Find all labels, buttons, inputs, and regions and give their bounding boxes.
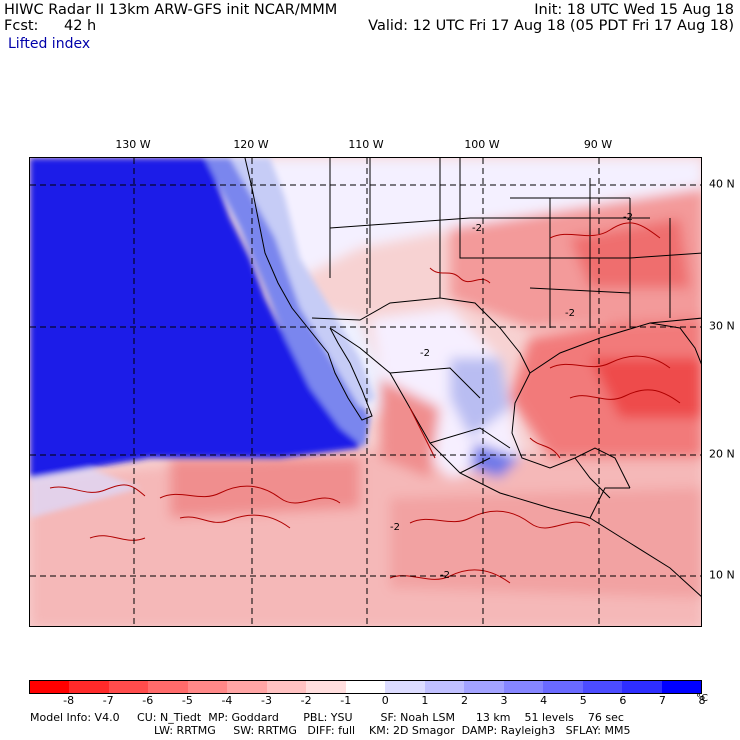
colorbar-label: 5 <box>579 694 587 707</box>
colorbar-label: 6 <box>619 694 627 707</box>
colorbar-swatch <box>503 681 544 693</box>
colorbar-label: 0 <box>381 694 389 707</box>
colorbar-swatch <box>661 681 701 693</box>
contour-label: -2 <box>390 522 400 533</box>
colorbar-label: 4 <box>540 694 548 707</box>
lat-label-40n: 40 N <box>709 177 735 191</box>
colorbar-swatch <box>464 681 504 693</box>
forecast-hour: 42 h <box>64 18 97 34</box>
colorbar <box>29 680 702 694</box>
lat-label-10n: 10 N <box>709 568 735 582</box>
colorbar-swatch <box>108 681 149 693</box>
colorbar-swatch <box>543 681 583 693</box>
colorbar-swatch <box>148 681 188 693</box>
model-info-line1: Model Info: V4.0 CU: N_Tiedt MP: Goddard… <box>30 711 624 724</box>
lon-label-100w: 100 W <box>464 138 500 151</box>
colorbar-label: 2 <box>460 694 468 707</box>
contour-label: -2 <box>472 223 482 234</box>
colorbar-label: -7 <box>102 694 114 707</box>
colorbar-label: -5 <box>181 694 193 707</box>
colorbar-label: -2 <box>300 694 312 707</box>
colorbar-swatch <box>622 681 662 693</box>
lon-label-130w: 130 W <box>115 138 151 151</box>
colorbar-label: 7 <box>658 694 666 707</box>
map-canvas: -2 -2 -2 -2 -2 -2 <box>30 158 701 626</box>
colorbar-swatch <box>69 681 109 693</box>
colorbar-swatch <box>306 681 346 693</box>
colorbar-swatch <box>227 681 267 693</box>
lifted-index-map: -2 -2 -2 -2 -2 -2 <box>29 157 702 627</box>
lon-label-90w: 90 W <box>583 138 613 151</box>
contour-label: -2 <box>440 570 450 581</box>
colorbar-swatch <box>266 681 307 693</box>
colorbar-swatch <box>385 681 425 693</box>
colorbar-label: -1 <box>340 694 352 707</box>
contour-label: -2 <box>623 212 633 223</box>
colorbar-label: 8 <box>698 694 706 707</box>
colorbar-swatch <box>424 681 465 693</box>
colorbar-units: °C <box>696 693 708 704</box>
lat-label-20n: 20 N <box>709 447 735 461</box>
colorbar-swatch <box>345 681 386 693</box>
colorbar-label: -4 <box>221 694 233 707</box>
field-name: Lifted index <box>8 36 91 52</box>
model-info-line2: LW: RRTMG SW: RRTMG DIFF: full KM: 2D Sm… <box>154 724 631 737</box>
colorbar-label: -8 <box>63 694 75 707</box>
colorbar-swatch <box>187 681 228 693</box>
colorbar-swatch <box>582 681 623 693</box>
forecast-label: Fcst: <box>4 18 39 34</box>
colorbar-swatch <box>30 681 70 693</box>
model-title: HIWC Radar II 13km ARW-GFS init NCAR/MMM <box>4 2 338 18</box>
lat-label-30n: 30 N <box>709 319 735 333</box>
valid-time: Valid: 12 UTC Fri 17 Aug 18 (05 PDT Fri … <box>368 18 734 34</box>
colorbar-label: 1 <box>421 694 429 707</box>
colorbar-label: 3 <box>500 694 508 707</box>
colorbar-label: -3 <box>261 694 272 707</box>
colorbar-label: -6 <box>142 694 154 707</box>
lon-label-120w: 120 W <box>233 138 269 151</box>
init-time: Init: 18 UTC Wed 15 Aug 18 <box>534 2 734 18</box>
contour-label: -2 <box>565 308 575 319</box>
contour-label: -2 <box>420 348 430 359</box>
lon-label-110w: 110 W <box>348 138 384 151</box>
